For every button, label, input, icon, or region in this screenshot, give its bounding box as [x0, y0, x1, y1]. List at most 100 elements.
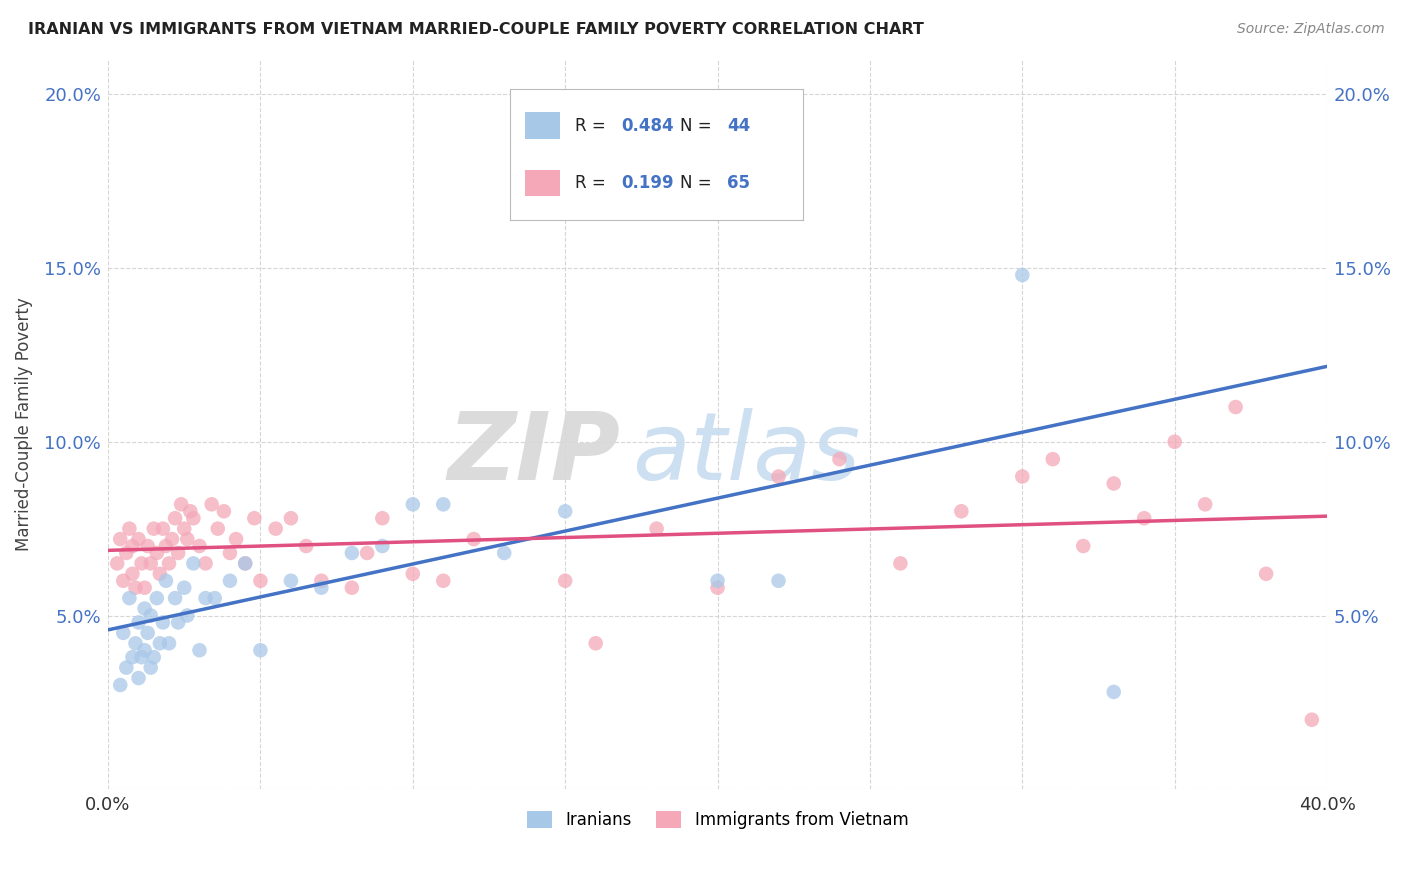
Point	[233, 557, 256, 571]
Point	[402, 497, 425, 511]
Text: IRANIAN VS IMMIGRANTS FROM VIETNAM MARRIED-COUPLE FAMILY POVERTY CORRELATION CHA: IRANIAN VS IMMIGRANTS FROM VIETNAM MARRI…	[28, 22, 924, 37]
Point	[889, 557, 911, 571]
Point	[134, 581, 156, 595]
Point	[121, 650, 143, 665]
Point	[167, 615, 190, 630]
Point	[121, 539, 143, 553]
Point	[212, 504, 235, 518]
Point	[219, 546, 242, 560]
Point	[124, 581, 146, 595]
Point	[280, 511, 302, 525]
Point	[1256, 566, 1278, 581]
Point	[194, 591, 217, 606]
Point	[371, 511, 394, 525]
Point	[768, 469, 790, 483]
Point	[233, 557, 256, 571]
Point	[432, 574, 454, 588]
Point	[124, 636, 146, 650]
Point	[183, 557, 205, 571]
Point	[128, 671, 150, 685]
Point	[136, 625, 159, 640]
Point	[432, 497, 454, 511]
Point	[134, 643, 156, 657]
Point	[264, 522, 287, 536]
Point	[950, 504, 973, 518]
Point	[131, 557, 153, 571]
Point	[173, 522, 195, 536]
Point	[173, 581, 195, 595]
Point	[1042, 452, 1064, 467]
Point	[356, 546, 378, 560]
Point	[1133, 511, 1156, 525]
Point	[165, 591, 187, 606]
Point	[1102, 476, 1125, 491]
Point	[152, 522, 174, 536]
Point	[463, 532, 485, 546]
Point	[139, 608, 162, 623]
Point	[828, 452, 851, 467]
Point	[249, 574, 271, 588]
Point	[128, 615, 150, 630]
Point	[165, 511, 187, 525]
Point	[554, 504, 576, 518]
Point	[311, 574, 333, 588]
Point	[494, 546, 516, 560]
Point	[630, 129, 652, 144]
Point	[112, 574, 135, 588]
Point	[188, 539, 211, 553]
Point	[157, 557, 180, 571]
Text: Source: ZipAtlas.com: Source: ZipAtlas.com	[1237, 22, 1385, 37]
Legend: Iranians, Immigrants from Vietnam: Iranians, Immigrants from Vietnam	[520, 804, 915, 836]
Point	[402, 566, 425, 581]
Point	[146, 591, 169, 606]
Point	[225, 532, 247, 546]
Point	[152, 615, 174, 630]
Point	[179, 504, 201, 518]
Point	[1301, 713, 1323, 727]
Point	[219, 574, 242, 588]
Point	[176, 532, 198, 546]
Point	[115, 546, 138, 560]
Point	[160, 532, 183, 546]
Point	[706, 581, 728, 595]
Point	[201, 497, 224, 511]
Point	[1163, 434, 1185, 449]
Point	[188, 643, 211, 657]
Point	[1011, 268, 1033, 282]
Point	[554, 574, 576, 588]
Point	[118, 522, 141, 536]
Point	[157, 636, 180, 650]
Point	[121, 566, 143, 581]
Text: ZIP: ZIP	[447, 408, 620, 500]
Point	[249, 643, 271, 657]
Point	[280, 574, 302, 588]
Point	[295, 539, 318, 553]
Point	[136, 539, 159, 553]
Point	[131, 650, 153, 665]
Point	[183, 511, 205, 525]
Point	[110, 532, 132, 546]
Point	[149, 636, 172, 650]
Point	[176, 608, 198, 623]
Point	[155, 574, 177, 588]
Point	[1194, 497, 1216, 511]
Point	[146, 546, 169, 560]
Point	[139, 557, 162, 571]
Point	[645, 522, 668, 536]
Point	[142, 650, 165, 665]
Point	[768, 574, 790, 588]
Point	[1102, 685, 1125, 699]
Point	[142, 522, 165, 536]
Y-axis label: Married-Couple Family Poverty: Married-Couple Family Poverty	[15, 298, 32, 551]
Point	[139, 660, 162, 674]
Point	[194, 557, 217, 571]
Point	[585, 636, 607, 650]
Point	[115, 660, 138, 674]
Point	[1071, 539, 1094, 553]
Point	[1011, 469, 1033, 483]
Point	[340, 581, 363, 595]
Text: atlas: atlas	[633, 409, 860, 500]
Point	[1225, 400, 1247, 414]
Point	[167, 546, 190, 560]
Point	[243, 511, 266, 525]
